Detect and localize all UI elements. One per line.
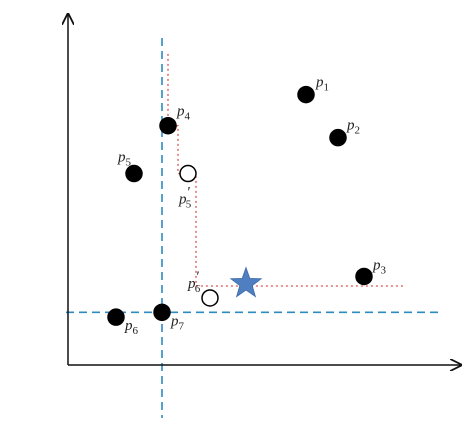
point-label-base: p <box>124 318 133 334</box>
point-label-base: p <box>187 276 196 292</box>
query-star <box>229 266 263 298</box>
point-p6p <box>201 289 219 307</box>
point-label-p1: p1 <box>315 75 329 94</box>
point-p2 <box>329 128 347 147</box>
point-p1 <box>297 85 315 104</box>
point-p3 <box>355 267 373 286</box>
point-label-subscript: 2 <box>355 125 361 137</box>
prime-mark: ′ <box>196 269 200 285</box>
point-p5p <box>179 164 197 183</box>
point-label-subscript: 3 <box>381 264 387 276</box>
point-label-base: p <box>346 118 355 134</box>
point-p7 <box>153 303 171 322</box>
point-label-subscript: 6 <box>195 283 201 295</box>
point-label-p5p: p′ 5 <box>178 185 192 211</box>
point-label-base: p <box>178 192 187 208</box>
point-label-base: p <box>117 150 126 166</box>
point-label-base: p <box>170 313 179 329</box>
point-label-p7: p7 <box>170 313 185 332</box>
point-label-p3: p3 <box>372 257 387 276</box>
point-label-subscript: 6 <box>133 325 139 337</box>
point-label-subscript: 4 <box>185 111 191 123</box>
point-label-subscript: 5 <box>186 199 192 211</box>
prime-mark: ′ <box>187 185 191 201</box>
point-label-p6p: p′ 6 <box>187 269 201 295</box>
point-label-base: p <box>372 257 381 273</box>
point-label-subscript: 5 <box>126 157 132 169</box>
point-p4 <box>159 116 177 135</box>
point-label-p5: p5 <box>117 150 132 169</box>
point-label-p2: p2 <box>346 118 360 137</box>
dotted-skyline-path <box>167 53 404 287</box>
point-label-p4: p4 <box>176 104 191 123</box>
point-label-base: p <box>315 75 324 91</box>
point-p6 <box>107 308 125 326</box>
point-label-base: p <box>176 104 185 120</box>
point-p5 <box>125 164 143 183</box>
point-label-p6: p6 <box>124 318 139 337</box>
point-label-subscript: 7 <box>179 320 185 332</box>
point-label-subscript: 1 <box>324 82 330 94</box>
